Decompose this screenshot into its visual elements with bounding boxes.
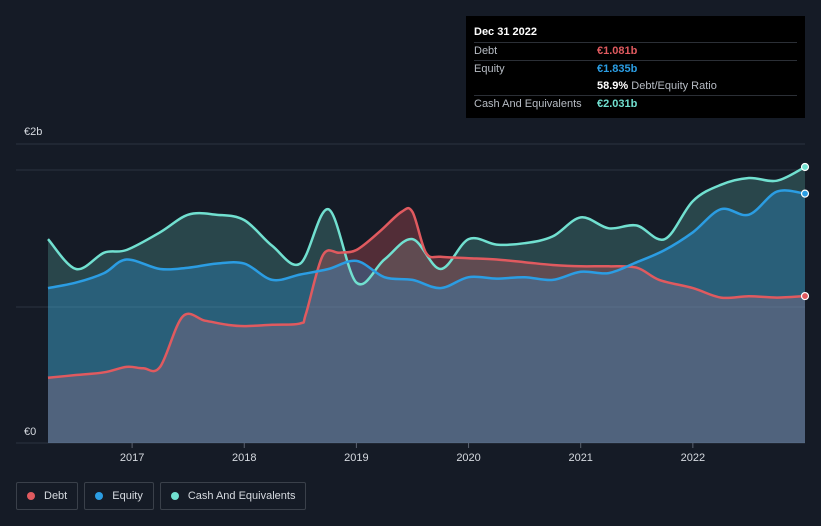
cash-line — [47, 165, 806, 286]
debt-line — [47, 206, 806, 380]
legend-item-debt[interactable]: Debt — [16, 482, 79, 510]
tooltip-row-debt: Debt €1.081b — [474, 42, 797, 60]
tooltip-ratio-value: 58.9% — [597, 80, 629, 92]
tooltip-cash-value: €2.031b — [597, 98, 638, 110]
tooltip-ratio-label: Debt/Equity Ratio — [631, 80, 717, 92]
legend-item-equity[interactable]: Equity — [84, 482, 154, 510]
tooltip-row-cash: Cash And Equivalents €2.031b — [474, 95, 797, 113]
x-tick-label-2022: 2022 — [681, 452, 705, 464]
tooltip-row-ratio: 58.9% Debt/Equity Ratio — [474, 78, 797, 95]
legend: Debt Equity Cash And Equivalents — [16, 482, 307, 510]
legend-equity-dot-icon — [95, 492, 104, 500]
plot-area — [16, 144, 805, 444]
x-axis: 2017 2018 2019 2020 2021 2022 — [120, 443, 705, 464]
tooltip-debt-label: Debt — [474, 45, 498, 57]
y-axis-label-top: €2b — [24, 126, 42, 138]
tooltip-row-equity: Equity €1.835b — [474, 60, 797, 78]
x-tick-label-2019: 2019 — [344, 452, 368, 464]
tooltip-equity-value: €1.835b — [597, 63, 638, 75]
series-layer — [47, 162, 810, 443]
tooltip-cash-label: Cash And Equivalents — [474, 98, 582, 110]
tooltip-ratio: 58.9% Debt/Equity Ratio — [597, 78, 717, 95]
x-tick-label-2020: 2020 — [456, 452, 480, 464]
x-tick-label-2017: 2017 — [120, 452, 144, 464]
x-tick-label-2021: 2021 — [568, 452, 592, 464]
legend-debt-label: Debt — [44, 490, 68, 502]
cash-area — [48, 167, 805, 443]
equity-end-marker[interactable] — [800, 189, 810, 198]
legend-item-cash[interactable]: Cash And Equivalents — [159, 482, 307, 510]
tooltip-panel: Dec 31 2022 Debt €1.081b Equity €1.835b … — [466, 16, 805, 118]
x-tick-label-2018: 2018 — [232, 452, 256, 464]
equity-line — [47, 189, 806, 290]
tooltip-date: Dec 31 2022 — [474, 26, 537, 38]
tooltip-debt-value: €1.081b — [597, 45, 638, 57]
tooltip-equity-label: Equity — [474, 63, 505, 75]
cash-end-marker[interactable] — [800, 162, 810, 172]
legend-debt-dot-icon — [27, 492, 35, 500]
legend-cash-label: Cash And Equivalents — [187, 490, 296, 502]
y-axis-label-bottom: €0 — [24, 426, 36, 438]
equity-area — [48, 190, 805, 443]
debt-end-marker[interactable] — [800, 291, 810, 301]
legend-equity-label: Equity — [112, 490, 143, 502]
legend-cash-dot-icon — [170, 492, 179, 500]
